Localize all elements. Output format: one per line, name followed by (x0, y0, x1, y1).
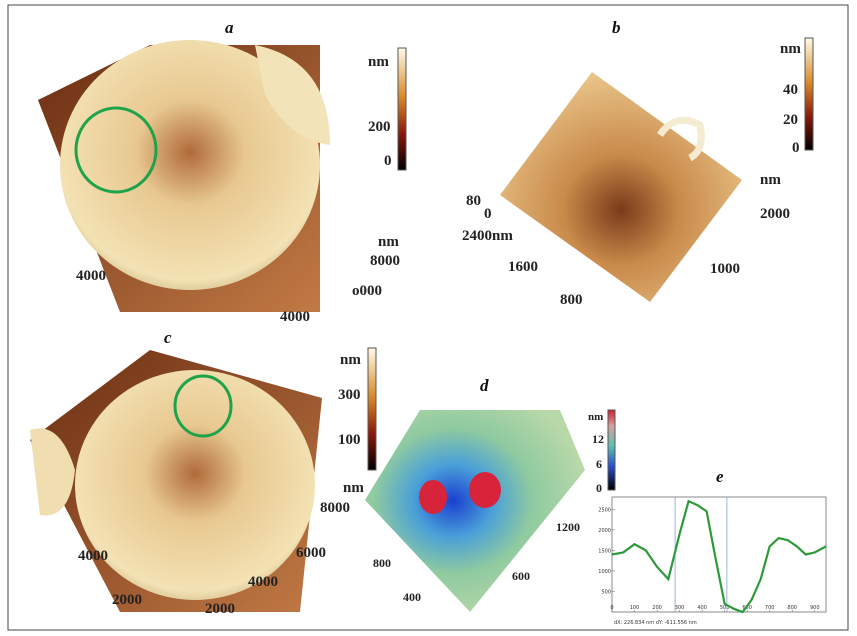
feature (419, 480, 447, 514)
scale-label: 6 (596, 457, 602, 471)
axis-label: 0 (484, 206, 492, 222)
scale-label: 20 (783, 112, 798, 128)
axis-label: 4000 (280, 309, 310, 325)
feature (469, 472, 501, 508)
panel-e: e (611, 467, 827, 613)
axis-label: o000 (352, 283, 382, 299)
axis-label: 400 (403, 590, 421, 604)
panel-label: d (480, 376, 489, 395)
axis-label: 4000 (78, 548, 108, 564)
axis-label: 6000 (296, 545, 326, 561)
x-tick-label: 100 (630, 605, 640, 611)
x-tick-label: 400 (697, 605, 707, 611)
scale-label: 0 (792, 140, 800, 156)
scale-label: 40 (783, 82, 798, 98)
y-tick-label: 2000 (598, 528, 611, 534)
axis-label: 2000 (760, 206, 790, 222)
x-tick-label: 300 (675, 605, 685, 611)
axis-label: 1600 (508, 259, 538, 275)
x-tick-label: 600 (742, 605, 752, 611)
x-tick-label: 0 (610, 605, 613, 611)
footer: dX: 226.834 nm dY: -611.556 nm (614, 620, 697, 626)
axis-label: 80 (466, 193, 481, 209)
y-tick-label: 1500 (598, 548, 611, 554)
axis-label: 800 (373, 556, 391, 570)
colorbar (607, 409, 616, 491)
panel-label: e (716, 467, 724, 486)
scale-label: nm (340, 352, 361, 368)
cell-edge (30, 428, 75, 516)
surface (500, 72, 742, 302)
axis-label: nm (378, 234, 399, 250)
axis-label: 8000 (370, 253, 400, 269)
axis-label: 2000 (112, 592, 142, 608)
cell (60, 40, 320, 290)
axis-label: 600 (512, 569, 530, 583)
feature (657, 116, 705, 162)
panel-label: c (164, 328, 172, 347)
axis-label: 4000 (248, 574, 278, 590)
scale-label: 200 (368, 119, 391, 135)
profile-line (611, 499, 827, 614)
x-tick-label: 900 (810, 605, 820, 611)
cell (75, 370, 315, 600)
scale-label: 12 (592, 432, 604, 446)
panel-b: b nm 40 20 0 80 0 2400nm 1600 800 nm 200… (462, 18, 814, 308)
scale-label: nm (368, 54, 389, 70)
axis-label: 1200 (556, 520, 580, 534)
highlight-circle (173, 374, 233, 438)
x-tick-label: 800 (787, 605, 797, 611)
y-tick-label: 500 (601, 589, 611, 595)
axis-label: nm (760, 172, 781, 188)
axis-label: 4000 (76, 268, 106, 284)
scale-label: 0 (384, 153, 392, 169)
scale-label: 300 (338, 387, 361, 403)
panel-a: a nm 200 0 4000 nm 8000 o000 4000 (38, 18, 407, 325)
cell-edge (255, 45, 330, 145)
axis-label: 800 (560, 292, 583, 308)
axis-label: 2400nm (462, 228, 513, 244)
x-tick-label: 700 (765, 605, 775, 611)
scale-label: 100 (338, 432, 361, 448)
panel-d: d nm 12 6 0 1200 800 600 400 (365, 376, 616, 612)
x-tick-label: 500 (720, 605, 730, 611)
colorbar (804, 37, 814, 151)
panel-c: c nm 300 100 nm 8000 6000 4000 2000 4000… (30, 328, 377, 617)
x-tick-label: 200 (652, 605, 662, 611)
panel-label: a (225, 18, 234, 37)
axis-label: nm (343, 480, 364, 496)
surface (365, 410, 585, 612)
scale-label: nm (588, 411, 603, 423)
colorbar (397, 47, 407, 171)
y-tick-label: 2500 (598, 507, 611, 513)
y-tick-label: 1000 (598, 569, 611, 575)
axis-label: 1000 (710, 261, 740, 277)
plot-area (611, 496, 827, 613)
axis-label: 8000 (320, 500, 350, 516)
scale-label: nm (780, 41, 801, 57)
scale-label: 0 (596, 481, 602, 495)
frame (7, 4, 849, 631)
colorbar (367, 347, 377, 471)
highlight-circle (74, 106, 158, 194)
panel-label: b (612, 18, 621, 37)
axis-label: 2000 (205, 601, 235, 617)
